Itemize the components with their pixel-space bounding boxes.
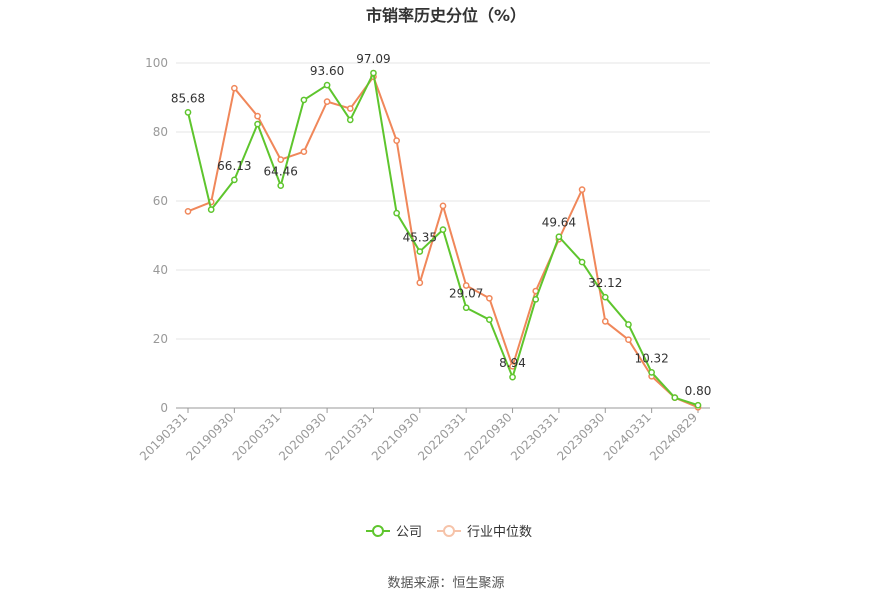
data-point (462, 304, 470, 312)
x-tick-label: 20230930 (554, 410, 607, 463)
data-point (486, 316, 493, 324)
series-industry-median (184, 73, 702, 411)
data-point (439, 226, 447, 233)
data-point (578, 186, 586, 193)
data-point (416, 279, 424, 287)
x-tick-label: 20220331 (415, 410, 468, 463)
axes: 0 20 40 60 80 100 2019033120190930202003312020… (137, 56, 710, 463)
x-tick-label: 20190930 (183, 410, 236, 463)
data-label: 97.09 (356, 52, 390, 66)
data-point (346, 116, 354, 124)
data-point (578, 258, 586, 266)
data-point (416, 248, 424, 255)
y-tick-label: 60 (153, 194, 168, 208)
x-tick-label: 20200331 (230, 410, 283, 463)
y-tick-label: 0 (160, 401, 168, 415)
data-point (277, 182, 285, 189)
data-label: 64.46 (264, 165, 298, 179)
data-point (254, 120, 261, 128)
data-point (601, 293, 609, 301)
data-point (300, 96, 308, 104)
data-label: 93.60 (310, 64, 344, 78)
x-tick-label: 20220930 (462, 410, 515, 463)
data-point (323, 81, 331, 89)
data-point (648, 369, 655, 376)
legend-item-company[interactable]: 公司 (366, 525, 422, 540)
y-tick-label: 100 (145, 56, 168, 70)
y-tick-label: 80 (153, 125, 168, 139)
x-tick-label: 20210930 (369, 410, 422, 463)
legend-marker (372, 525, 384, 537)
data-labels: 85.68 66.13 64.46 93.60 97.09 45.35 29.07 8.94 4… (171, 52, 712, 398)
legend-label: 公司 (396, 525, 422, 540)
series-company (184, 69, 702, 409)
data-label: 0.80 (685, 384, 712, 398)
data-point (277, 156, 285, 163)
grid (176, 62, 710, 340)
data-point (300, 148, 308, 156)
legend[interactable]: 公司 行业中位数 (366, 525, 532, 540)
x-tick-label: 20210331 (322, 410, 375, 463)
data-point (601, 318, 609, 325)
x-tick-label: 20240829 (647, 410, 700, 463)
data-label: 49.64 (542, 216, 576, 230)
y-tick-label: 20 (153, 332, 168, 346)
data-point (671, 394, 679, 401)
data-point (323, 98, 331, 105)
data-point (393, 209, 400, 217)
data-point (486, 294, 493, 302)
data-point (509, 373, 516, 381)
legend-marker (443, 525, 455, 537)
series-line (187, 75, 699, 409)
data-label: 10.32 (634, 351, 668, 365)
series-layer (184, 69, 702, 411)
data-point (694, 401, 702, 409)
legend-label: 行业中位数 (467, 525, 532, 540)
data-label: 29.07 (449, 287, 483, 301)
data-point (370, 69, 377, 77)
data-point (625, 321, 632, 328)
data-point (231, 176, 238, 184)
y-tick-label: 40 (153, 263, 168, 277)
data-point (254, 112, 261, 120)
data-point (555, 233, 563, 241)
x-tick-label: 20190331 (137, 410, 190, 463)
data-point (207, 206, 215, 213)
data-point (231, 84, 238, 92)
x-tick-label: 20230331 (508, 410, 561, 463)
data-point (393, 137, 400, 144)
data-label: 8.94 (499, 356, 526, 370)
data-label: 45.35 (403, 231, 437, 245)
data-label: 85.68 (171, 91, 205, 105)
chart-title: 市销率历史分位（%） (366, 6, 526, 25)
source-note: 数据来源：恒生聚源 (387, 576, 504, 591)
data-point (184, 208, 192, 215)
data-label: 32.12 (588, 276, 622, 290)
x-tick-label: 20200930 (276, 410, 329, 463)
data-point (462, 282, 470, 289)
series-line (187, 72, 699, 407)
data-point (184, 109, 192, 116)
data-point (625, 336, 632, 344)
data-point (346, 105, 354, 112)
data-point (439, 202, 447, 210)
data-label: 66.13 (217, 159, 251, 173)
x-tick-label: 20240331 (601, 410, 654, 463)
legend-item-industry-median[interactable]: 行业中位数 (437, 525, 532, 540)
data-point (532, 295, 540, 303)
